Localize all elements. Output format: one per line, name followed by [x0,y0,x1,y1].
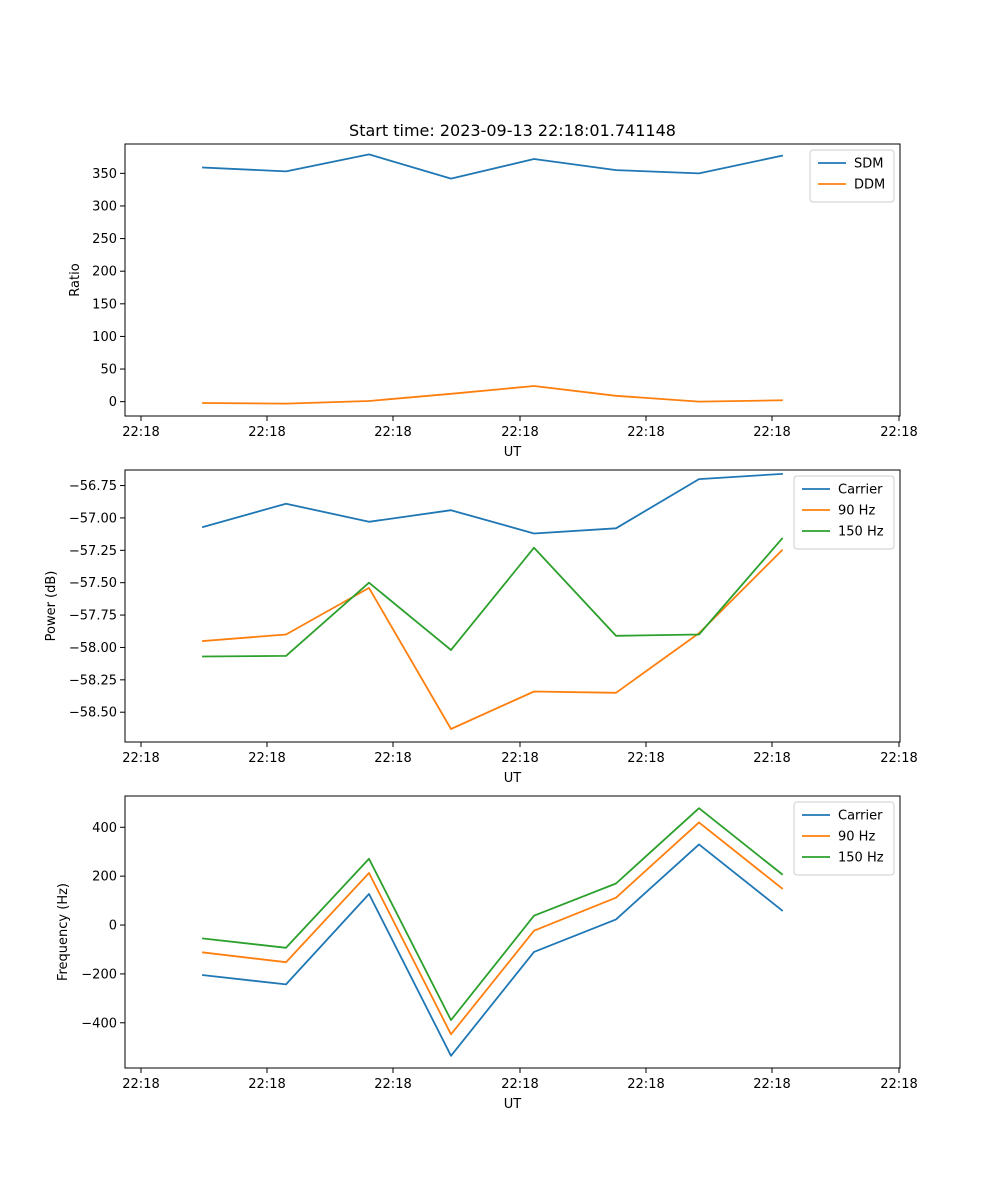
legend-label: Carrier [838,483,883,498]
y-tick-label: −58.25 [69,673,117,688]
subplot-3: 22:18 22:18 22:18 22:18 22:18 22:18 22:18 −400 −… [56,795,918,1112]
y-tick-label: 0 [109,395,117,410]
series-line-sdm [202,153,784,180]
x-axis-label: UT [504,445,522,460]
legend-label: DDM [854,178,885,193]
y-axis-label: Power (dB) [44,571,59,642]
axes-frame [124,469,901,743]
axes-frame [124,143,901,417]
legend: SDM DDM [809,149,895,203]
y-tick-label: 200 [92,870,117,885]
y-tick-label: 50 [100,363,117,378]
y-tick-label: −57.75 [69,609,117,624]
x-tick-label: 22:18 [374,425,411,440]
x-tick-label: 22:18 [501,1077,538,1092]
x-tick-label: 22:18 [248,425,285,440]
x-tick-label: 22:18 [248,1077,285,1092]
y-tick-label: 350 [92,167,117,182]
legend: Carrier 90 Hz 150 Hz [793,475,895,550]
x-tick-label: 22:18 [501,751,538,766]
subplot-2: 22:18 22:18 22:18 22:18 22:18 22:18 22:18 −58.5… [44,469,918,786]
series-line-150-hz [202,807,784,1021]
legend-label: 150 Hz [838,525,884,540]
series-line-150-hz [202,537,784,658]
y-axis-label: Ratio [68,263,83,296]
series-line-ddm [202,385,783,405]
chart-title: Start time: 2023-09-13 22:18:01.741148 [349,121,676,140]
legend-label: 90 Hz [838,504,875,519]
series-line-carrier [201,472,783,535]
legend-label: 150 Hz [838,851,884,866]
y-tick-label: 300 [92,199,117,214]
x-tick-label: 22:18 [753,1077,790,1092]
x-tick-label: 22:18 [880,425,917,440]
x-tick-label: 22:18 [880,751,917,766]
axes-frame [124,795,901,1069]
x-tick-label: 22:18 [753,425,790,440]
x-tick-label: 22:18 [880,1077,917,1092]
y-tick-label: 100 [92,330,117,345]
y-tick-label: 400 [92,821,117,836]
series-line-90-hz [202,821,784,1036]
y-tick-label: 250 [92,232,117,247]
y-tick-label: −57.00 [69,511,117,526]
y-tick-label: −58.00 [69,641,117,656]
legend-label: Carrier [838,809,883,824]
x-tick-label: 22:18 [122,425,159,440]
legend: Carrier 90 Hz 150 Hz [793,801,895,876]
x-tick-label: 22:18 [374,751,411,766]
legend-label: SDM [854,157,883,172]
y-tick-label: −56.75 [69,479,117,494]
x-tick-label: 22:18 [627,1077,664,1092]
x-axis-label: UT [504,771,522,786]
subplot-1: Start time: 2023-09-13 22:18:01.741148 22… [68,121,918,460]
x-tick-label: 22:18 [374,1077,411,1092]
y-tick-label: −57.25 [69,544,117,559]
series-line-90-hz [202,549,784,730]
x-axis-label: UT [504,1097,522,1112]
y-tick-label: −400 [81,1016,117,1031]
x-tick-label: 22:18 [627,751,664,766]
y-tick-label: −200 [81,967,117,982]
y-tick-label: −58.50 [69,706,117,721]
x-tick-label: 22:18 [501,425,538,440]
series-line-carrier [202,843,784,1057]
y-tick-label: 200 [92,265,117,280]
y-tick-label: −57.50 [69,576,117,591]
legend-label: 90 Hz [838,830,875,845]
x-tick-label: 22:18 [753,751,790,766]
x-tick-label: 22:18 [627,425,664,440]
y-tick-label: 0 [109,919,117,934]
x-tick-label: 22:18 [122,1077,159,1092]
y-tick-label: 150 [92,297,117,312]
x-tick-label: 22:18 [122,751,159,766]
y-axis-label: Frequency (Hz) [56,883,71,981]
x-tick-label: 22:18 [248,751,285,766]
